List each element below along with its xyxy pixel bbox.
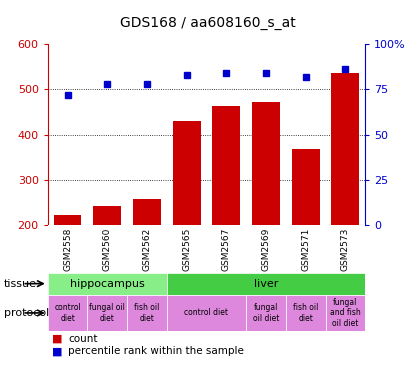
Text: tissue: tissue: [4, 279, 37, 289]
Bar: [252, 102, 280, 225]
Bar: [167, 295, 246, 331]
Bar: [127, 295, 167, 331]
Text: fish oil
diet: fish oil diet: [293, 303, 318, 323]
Text: count: count: [68, 333, 98, 344]
Text: ■: ■: [52, 333, 66, 344]
Bar: [88, 295, 127, 331]
Text: percentile rank within the sample: percentile rank within the sample: [68, 346, 244, 356]
Text: fungal
oil diet: fungal oil diet: [253, 303, 279, 323]
Bar: [54, 215, 81, 225]
Bar: [48, 273, 167, 295]
Bar: [286, 295, 325, 331]
Bar: [133, 199, 161, 225]
Text: GSM2565: GSM2565: [182, 227, 191, 270]
Text: hippocampus: hippocampus: [70, 279, 144, 289]
Text: protocol: protocol: [4, 308, 49, 318]
Text: GSM2560: GSM2560: [103, 227, 112, 270]
Text: GDS168 / aa608160_s_at: GDS168 / aa608160_s_at: [120, 16, 295, 30]
Text: fungal
and fish
oil diet: fungal and fish oil diet: [330, 298, 361, 328]
Bar: [325, 295, 365, 331]
Text: GSM2567: GSM2567: [222, 227, 231, 270]
Text: liver: liver: [254, 279, 278, 289]
Bar: [173, 121, 200, 225]
Text: ■: ■: [52, 346, 66, 356]
Bar: [246, 295, 286, 331]
Text: GSM2573: GSM2573: [341, 227, 350, 270]
Bar: [332, 73, 359, 225]
Text: GSM2571: GSM2571: [301, 227, 310, 270]
Text: control
diet: control diet: [54, 303, 81, 323]
Text: fish oil
diet: fish oil diet: [134, 303, 160, 323]
Text: GSM2558: GSM2558: [63, 227, 72, 270]
Text: GSM2569: GSM2569: [261, 227, 271, 270]
Bar: [93, 206, 121, 225]
Text: control diet: control diet: [184, 309, 229, 317]
Text: GSM2562: GSM2562: [142, 227, 151, 270]
Bar: [48, 295, 88, 331]
Text: fungal oil
diet: fungal oil diet: [89, 303, 125, 323]
Bar: [292, 149, 320, 225]
Bar: [167, 273, 365, 295]
Bar: [212, 107, 240, 225]
